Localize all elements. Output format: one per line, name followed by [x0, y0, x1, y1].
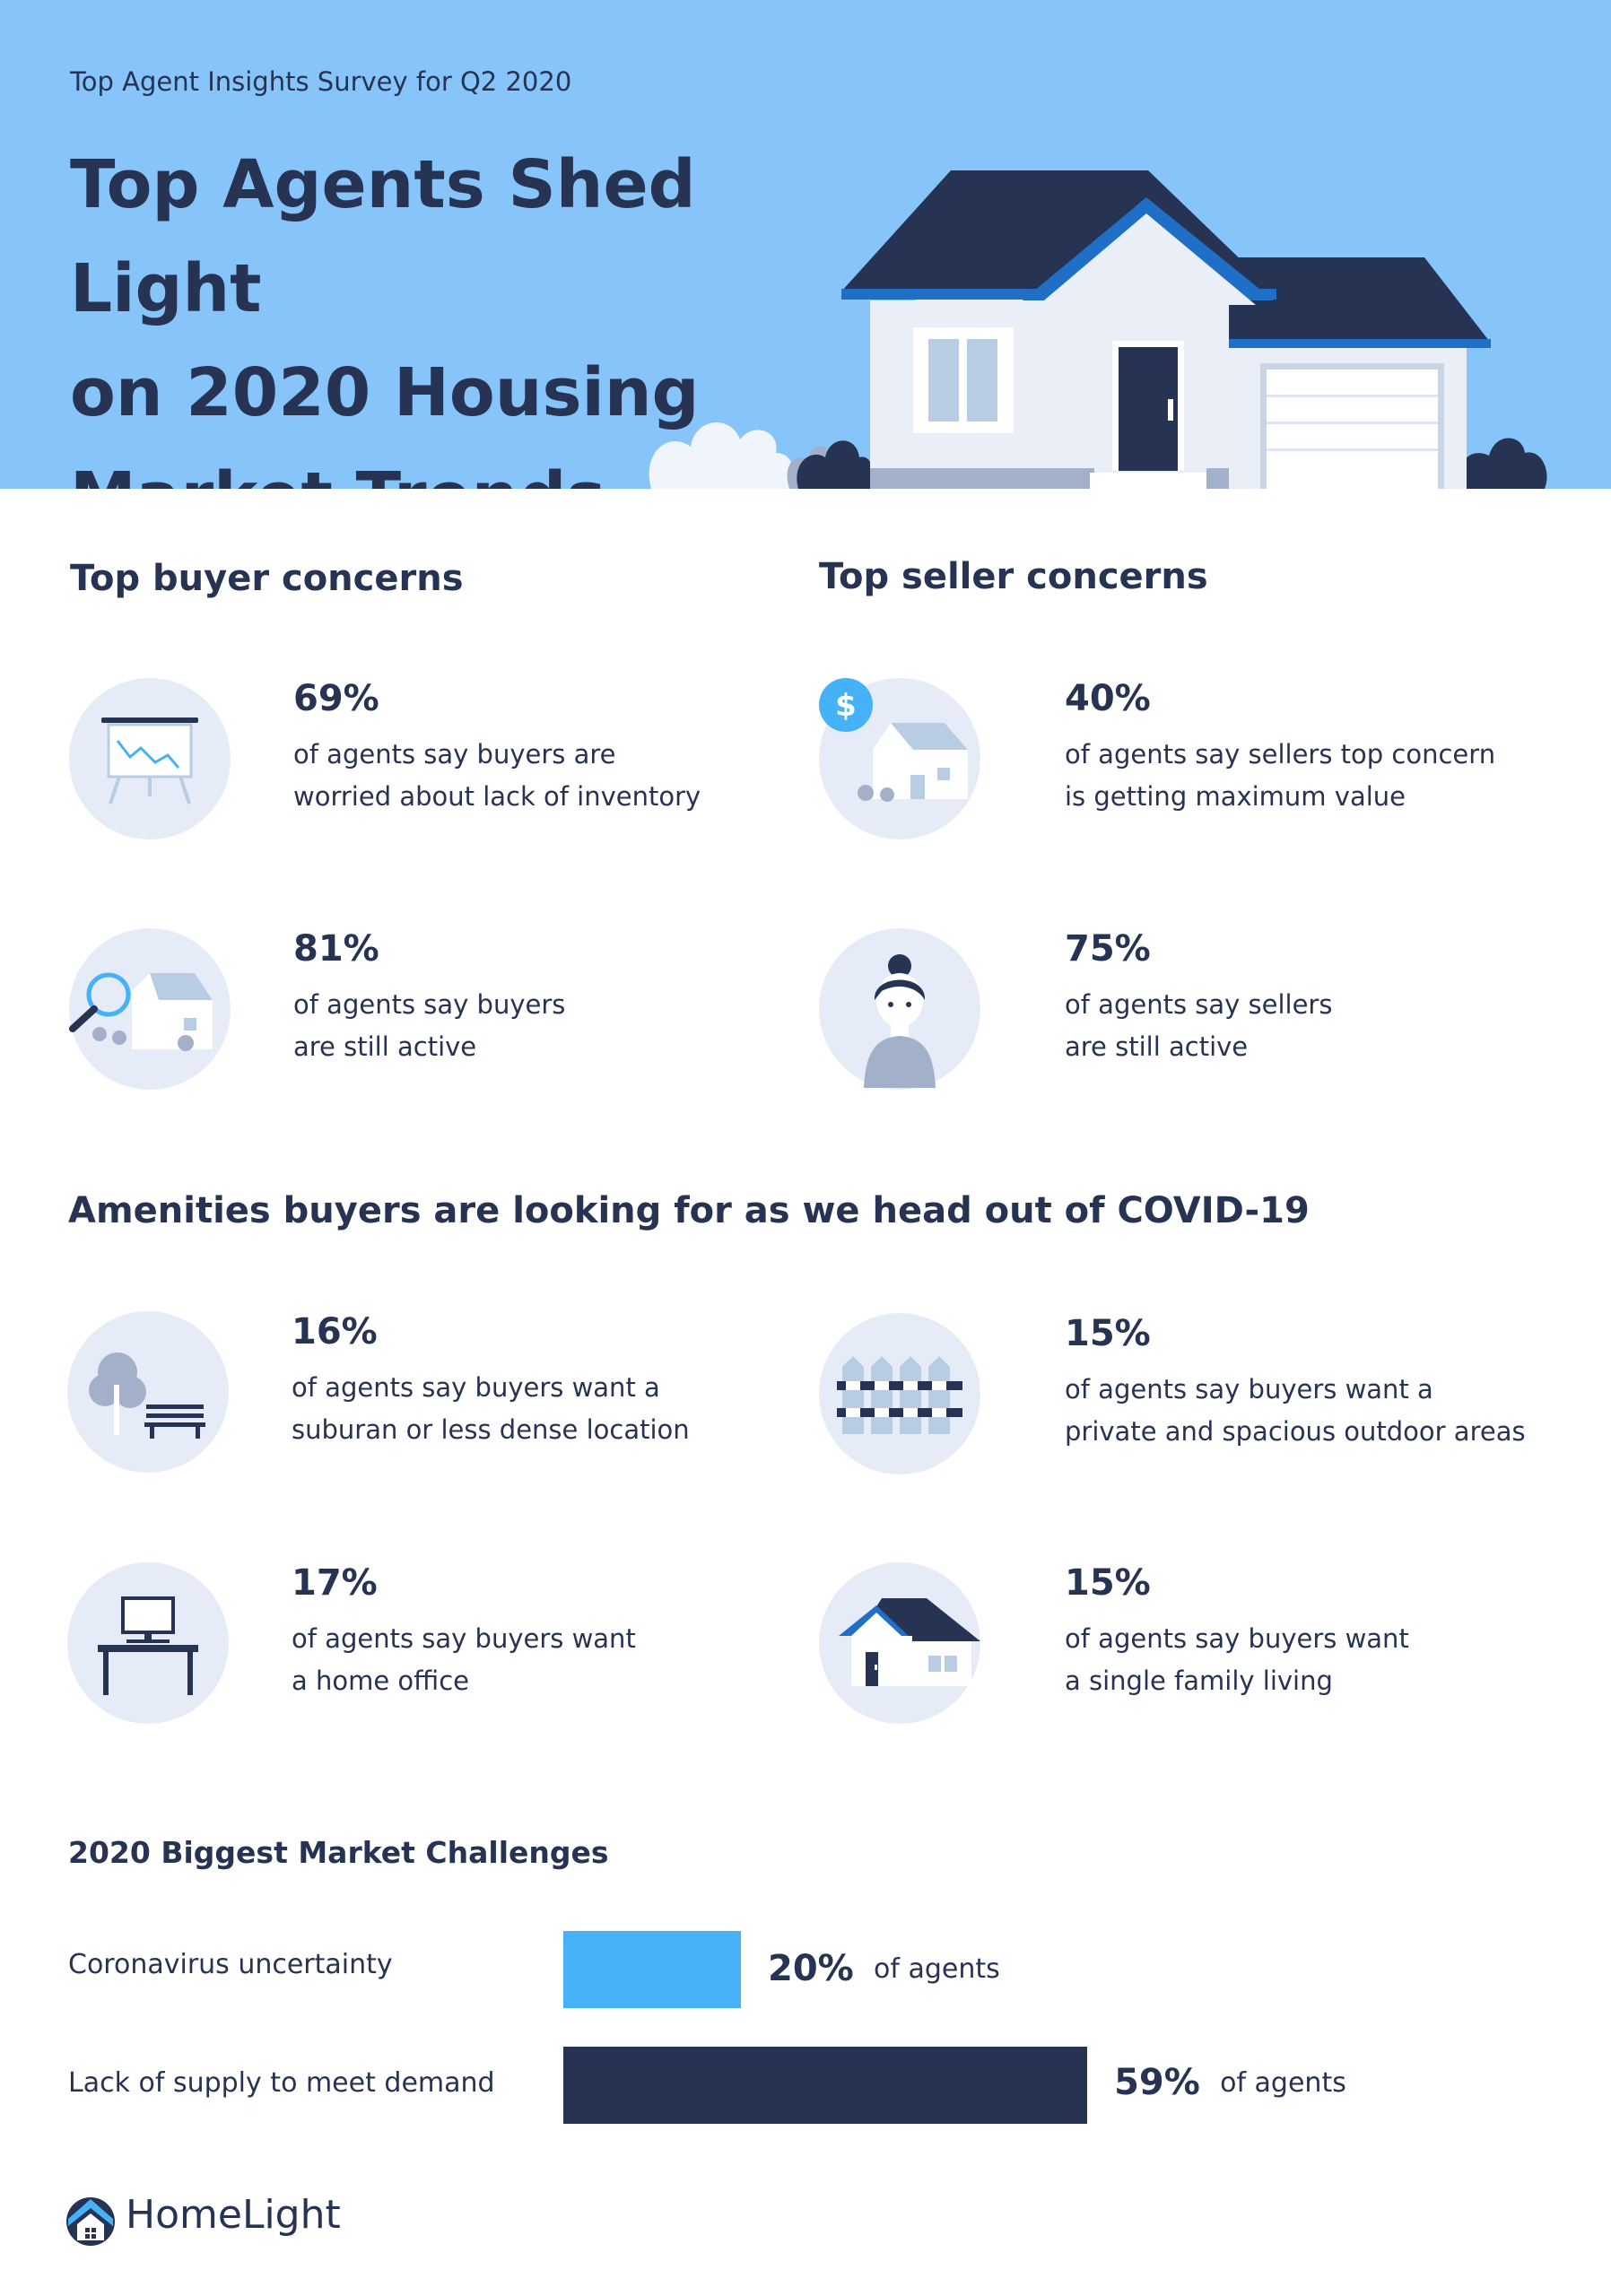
person-icon	[819, 928, 980, 1090]
desk-computer-icon	[67, 1562, 229, 1724]
chart-title: 2020 Biggest Market Challenges	[68, 1835, 609, 1870]
hero-banner: Top Agent Insights Survey for Q2 2020 To…	[0, 0, 1611, 489]
bar-coronavirus-uncertainty	[563, 1931, 741, 2008]
stat-description-line: are still active	[1065, 1031, 1249, 1062]
page-title-line-1: Top Agents Shed Light	[70, 146, 696, 327]
stat-percent: 75%	[1065, 928, 1151, 970]
stat-description: of agents say buyers want a suburan or l…	[292, 1367, 812, 1451]
stat-amenity-suburban: 16% of agents say buyers want a suburan …	[67, 1311, 803, 1482]
stat-percent: 17%	[292, 1562, 378, 1604]
bar-lack-of-supply	[563, 2047, 1088, 2124]
stat-percent: 81%	[293, 928, 379, 970]
stat-percent: 69%	[293, 678, 379, 719]
stat-description: of agents say buyers want a single famil…	[1065, 1618, 1585, 1702]
stat-description-line: a home office	[292, 1665, 469, 1696]
stat-description-line: of agents say sellers	[1065, 989, 1333, 1020]
stat-percent: 16%	[292, 1311, 378, 1352]
stat-description-line: of agents say buyers want	[292, 1623, 636, 1654]
stat-description-line: are still active	[293, 1031, 477, 1062]
stat-sellers-active: 75% of agents say sellers are still acti…	[819, 928, 1554, 1099]
stat-description-line: is getting maximum value	[1065, 781, 1406, 812]
stat-percent: 15%	[1065, 1562, 1151, 1604]
stat-description: of agents say buyers want a home office	[292, 1618, 812, 1702]
stat-buyers-inventory: 69% of agents say buyers are worried abo…	[69, 678, 805, 848]
stat-amenity-home-office: 17% of agents say buyers want a home off…	[67, 1562, 803, 1733]
fence-icon	[819, 1313, 980, 1474]
stat-amenity-single-family: 15% of agents say buyers want a single f…	[819, 1562, 1554, 1733]
stat-percent: 15%	[1065, 1313, 1151, 1354]
amenities-title: Amenities buyers are looking for as we h…	[68, 1190, 1310, 1231]
stat-sellers-value: $ 40% of agents say sellers top concern …	[819, 678, 1554, 848]
stat-description: of agents say sellers are still active	[1065, 984, 1585, 1068]
chart-easel-icon	[69, 678, 231, 839]
tree-bench-icon	[67, 1311, 229, 1473]
stat-description: of agents say buyers are worried about l…	[293, 734, 814, 818]
stat-description-line: of agents say buyers want a	[292, 1372, 660, 1403]
stat-description: of agents say buyers want a private and …	[1065, 1369, 1603, 1453]
bar-value-label: 59%	[1114, 2062, 1200, 2103]
stat-amenity-outdoor: 15% of agents say buyers want a private …	[819, 1313, 1554, 1483]
bar-unit-label: of agents	[1220, 2067, 1346, 2099]
bar-category-label: Lack of supply to meet demand	[68, 2067, 495, 2099]
survey-eyebrow: Top Agent Insights Survey for Q2 2020	[70, 66, 572, 97]
seller-concerns-title: Top seller concerns	[819, 556, 1208, 597]
stat-description-line: private and spacious outdoor areas	[1065, 1416, 1526, 1447]
bar-unit-label: of agents	[874, 1953, 1000, 1985]
stat-description-line: a single family living	[1065, 1665, 1333, 1696]
stat-description-line: of agents say buyers are	[293, 739, 616, 770]
stat-description-line: of agents say buyers want a	[1065, 1374, 1433, 1405]
bar-value-label: 20%	[768, 1948, 854, 1989]
stat-description-line: of agents say sellers top concern	[1065, 739, 1496, 770]
stat-description-line: suburan or less dense location	[292, 1414, 690, 1445]
stat-percent: 40%	[1065, 678, 1151, 719]
page-title-line-2: on 2020 Housing	[70, 354, 700, 431]
bar-category-label: Coronavirus uncertainty	[68, 1949, 393, 1980]
house-illustration	[649, 170, 1547, 489]
single-family-house-icon	[819, 1562, 980, 1724]
homelight-logo: HomeLight	[65, 2188, 370, 2248]
stat-description-line: of agents say buyers want	[1065, 1623, 1409, 1654]
page-title: Top Agents Shed Light on 2020 Housing Ma…	[70, 133, 877, 489]
magnifier-house-icon	[69, 928, 231, 1090]
dollar-house-icon: $	[819, 678, 980, 839]
page-title-line-3: Market Trends	[70, 445, 877, 489]
stat-buyers-active: 81% of agents say buyers are still activ…	[59, 928, 795, 1099]
buyer-concerns-title: Top buyer concerns	[70, 558, 464, 599]
stat-description-line: worried about lack of inventory	[293, 781, 701, 812]
stat-description: of agents say sellers top concern is get…	[1065, 734, 1585, 818]
homelight-logo-icon	[66, 2197, 115, 2246]
homelight-logo-text: HomeLight	[126, 2192, 341, 2238]
stat-description-line: of agents say buyers	[293, 989, 566, 1020]
svg-text:$: $	[835, 688, 857, 724]
stat-description: of agents say buyers are still active	[293, 984, 814, 1068]
